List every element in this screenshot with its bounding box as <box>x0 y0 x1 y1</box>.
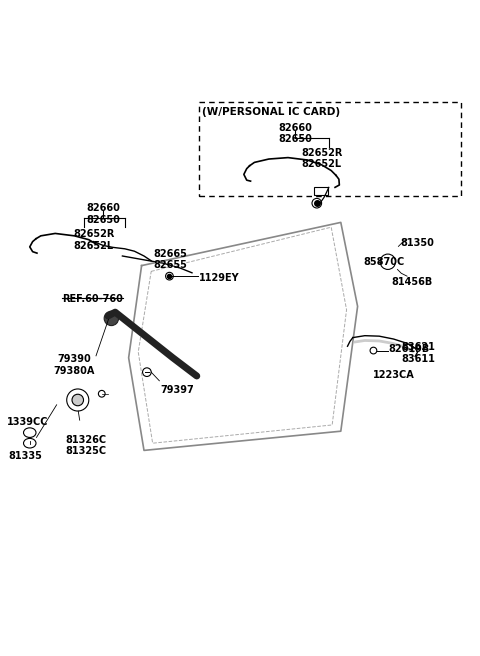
Text: 82652R
82652L: 82652R 82652L <box>73 229 114 251</box>
Text: (W/PERSONAL IC CARD): (W/PERSONAL IC CARD) <box>202 107 340 117</box>
Text: 82660
82650: 82660 82650 <box>278 123 312 144</box>
Circle shape <box>380 254 396 270</box>
Bar <box>314 188 328 195</box>
Circle shape <box>166 272 173 280</box>
Text: 81326C
81325C: 81326C 81325C <box>66 434 107 456</box>
Text: 1129EY: 1129EY <box>199 274 240 283</box>
Text: 81335: 81335 <box>8 451 42 461</box>
Text: 79390
79380A: 79390 79380A <box>54 354 95 376</box>
Text: 82652R
82652L: 82652R 82652L <box>301 148 342 169</box>
Text: 85870C: 85870C <box>363 257 405 267</box>
Text: 82665
82655: 82665 82655 <box>154 249 187 270</box>
Text: 82660
82650: 82660 82650 <box>86 203 120 225</box>
Circle shape <box>312 198 322 208</box>
Text: 82619B: 82619B <box>389 344 430 354</box>
Text: REF.60-760: REF.60-760 <box>62 295 123 304</box>
Text: 1339CC: 1339CC <box>7 417 48 427</box>
Ellipse shape <box>24 428 36 438</box>
Circle shape <box>370 347 377 354</box>
Text: 81350: 81350 <box>401 237 434 248</box>
Text: 81456B: 81456B <box>391 277 432 287</box>
Circle shape <box>104 311 119 325</box>
Text: 83621
83611: 83621 83611 <box>402 342 435 364</box>
Circle shape <box>67 389 89 411</box>
Bar <box>199 102 461 196</box>
Circle shape <box>143 368 151 377</box>
Circle shape <box>72 394 84 406</box>
Circle shape <box>98 390 105 397</box>
Text: 1223CA: 1223CA <box>373 370 414 380</box>
Text: 79397: 79397 <box>161 384 194 395</box>
Ellipse shape <box>24 438 36 448</box>
